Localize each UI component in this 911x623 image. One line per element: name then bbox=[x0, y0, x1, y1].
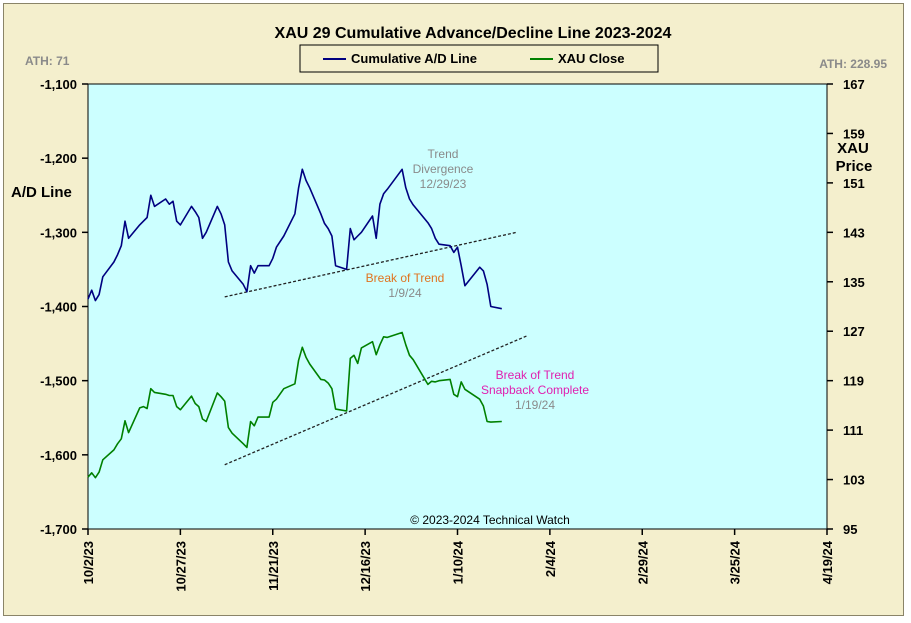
right-axis: 167 159 151 143 135 127 119 111 103 95 bbox=[827, 77, 865, 537]
right-axis-label-line2: Price bbox=[836, 158, 873, 175]
right-tick-label: 127 bbox=[843, 324, 865, 339]
right-axis-label-line1: XAU bbox=[837, 140, 869, 157]
annotation-trend-divergence: Trend Divergence 12/29/23 bbox=[413, 147, 474, 191]
annotation-snapback-line3: 1/19/24 bbox=[515, 398, 555, 412]
legend-box bbox=[299, 44, 659, 73]
ad-line-series bbox=[87, 168, 502, 310]
left-tick-label: -1,300 bbox=[40, 225, 77, 240]
x-tick-label: 12/16/23 bbox=[358, 541, 373, 592]
x-tick-label: 10/2/23 bbox=[81, 541, 96, 584]
right-tick-label: 159 bbox=[843, 126, 865, 141]
legend: Cumulative A/D Line XAU Close bbox=[299, 44, 659, 73]
legend-label-ad: Cumulative A/D Line bbox=[351, 51, 477, 66]
left-tick-label: -1,200 bbox=[40, 151, 77, 166]
chart-title: XAU 29 Cumulative Advance/Decline Line 2… bbox=[275, 25, 672, 42]
plot-area bbox=[87, 83, 828, 530]
right-tick-label: 167 bbox=[843, 77, 865, 92]
left-axis: -1,100 -1,200 -1,300 -1,400 -1,500 -1,600 -1,7… bbox=[40, 77, 88, 537]
x-tick-label: 3/25/24 bbox=[728, 540, 743, 584]
x-tick-label: 1/10/24 bbox=[451, 540, 466, 584]
x-tick-label: 2/4/24 bbox=[543, 540, 558, 577]
left-tick-label: -1,400 bbox=[40, 300, 77, 315]
x-tick-label: 4/19/24 bbox=[820, 540, 835, 584]
left-axis-label: A/D Line bbox=[11, 184, 72, 201]
right-tick-label: 95 bbox=[843, 522, 857, 537]
x-tick-label: 10/27/23 bbox=[173, 541, 188, 592]
annotation-snapback-line2: Snapback Complete bbox=[481, 383, 589, 397]
ath-left: ATH: 71 bbox=[25, 54, 70, 68]
left-tick-label: -1,100 bbox=[40, 77, 77, 92]
annotation-trend-divergence-line2: Divergence bbox=[413, 162, 474, 176]
right-tick-label: 119 bbox=[843, 374, 864, 389]
ath-right: ATH: 228.95 bbox=[819, 57, 887, 71]
x-tick-label: 11/21/23 bbox=[266, 541, 281, 591]
legend-label-xau: XAU Close bbox=[558, 51, 624, 66]
right-tick-label: 111 bbox=[843, 423, 863, 438]
copyright: © 2023-2024 Technical Watch bbox=[410, 513, 570, 527]
annotation-snapback: Break of Trend Snapback Complete 1/19/24 bbox=[481, 368, 589, 412]
right-tick-label: 103 bbox=[843, 473, 865, 488]
xau-close-series bbox=[87, 331, 502, 479]
annotation-break-of-trend-line1: Break of Trend bbox=[366, 271, 445, 285]
annotation-break-of-trend-line2: 1/9/24 bbox=[388, 286, 422, 300]
x-tick-label: 2/29/24 bbox=[635, 540, 650, 584]
left-tick-label: -1,600 bbox=[40, 448, 77, 463]
left-tick-label: -1,500 bbox=[40, 374, 77, 389]
right-tick-label: 151 bbox=[843, 176, 865, 191]
right-tick-label: 135 bbox=[843, 275, 865, 290]
annotation-snapback-line1: Break of Trend bbox=[496, 368, 575, 382]
x-axis: 10/2/23 10/27/23 11/21/23 12/16/23 1/10/24 2/… bbox=[81, 529, 835, 592]
right-tick-label: 143 bbox=[843, 225, 865, 240]
annotation-break-of-trend: Break of Trend 1/9/24 bbox=[366, 271, 445, 300]
annotation-trend-divergence-line3: 12/29/23 bbox=[420, 177, 467, 191]
annotation-trend-divergence-line1: Trend bbox=[428, 147, 459, 161]
left-tick-label: -1,700 bbox=[40, 522, 77, 537]
